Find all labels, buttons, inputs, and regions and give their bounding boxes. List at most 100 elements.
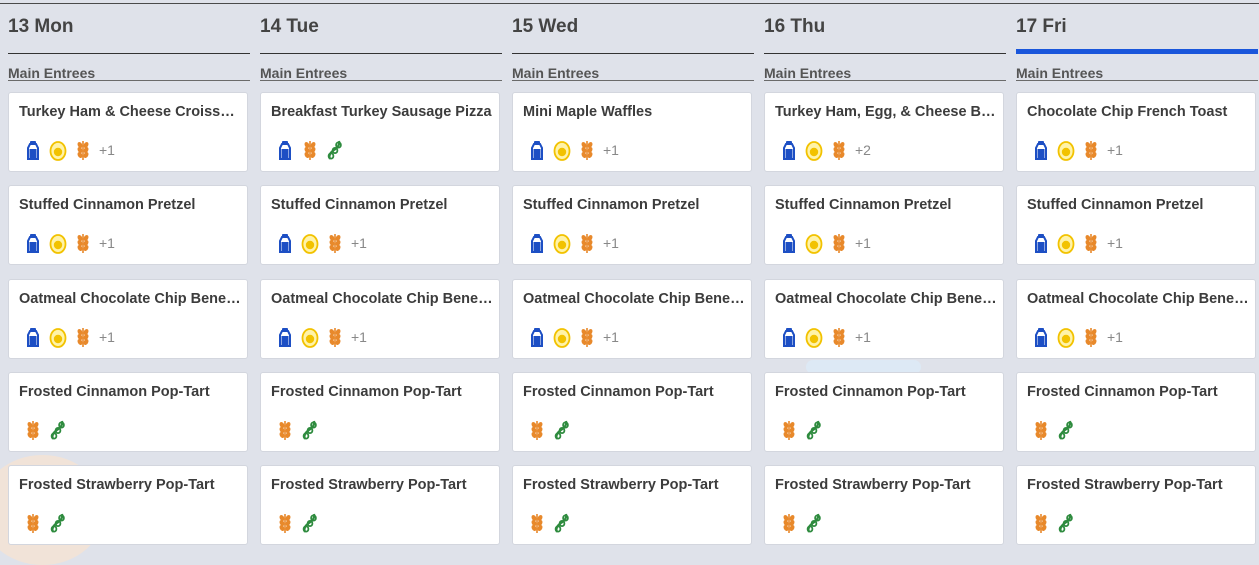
day-header[interactable]: 14 Tue: [260, 16, 319, 37]
wheat-icon: [577, 326, 596, 348]
allergen-icons: [1031, 419, 1075, 441]
wheat-icon: [325, 232, 344, 254]
allergen-icons: [527, 512, 571, 534]
egg-icon: [300, 232, 319, 254]
milk-icon: [275, 326, 294, 348]
allergen-icons: [779, 512, 823, 534]
allergen-icons: +1: [527, 326, 619, 348]
wheat-icon: [23, 419, 42, 441]
menu-item-title: Breakfast Turkey Sausage Pizza: [271, 104, 492, 120]
day-header[interactable]: 17 Fri: [1016, 16, 1067, 37]
allergen-icons: +1: [23, 232, 115, 254]
menu-item-card[interactable]: Stuffed Cinnamon Pretzel +1: [260, 185, 500, 265]
allergen-icons: +1: [275, 326, 367, 348]
soy-icon: [325, 139, 344, 161]
menu-item-card[interactable]: Oatmeal Chocolate Chip BeneFit Bar +1: [260, 279, 500, 359]
egg-icon: [1056, 326, 1075, 348]
menu-item-card[interactable]: Oatmeal Chocolate Chip BeneFit Bar +1: [512, 279, 752, 359]
milk-icon: [527, 232, 546, 254]
menu-item-card[interactable]: Frosted Cinnamon Pop-Tart: [512, 372, 752, 452]
menu-item-card[interactable]: Stuffed Cinnamon Pretzel +1: [512, 185, 752, 265]
egg-icon: [300, 326, 319, 348]
menu-item-title: Frosted Strawberry Pop-Tart: [523, 477, 719, 493]
menu-item-card[interactable]: Frosted Cinnamon Pop-Tart: [1016, 372, 1256, 452]
section-divider: [764, 80, 1006, 81]
allergen-icons: +1: [275, 232, 367, 254]
menu-item-card[interactable]: Frosted Strawberry Pop-Tart: [1016, 465, 1256, 545]
more-allergens-count: +1: [99, 142, 115, 158]
wheat-icon: [1081, 326, 1100, 348]
menu-item-title: Stuffed Cinnamon Pretzel: [1027, 197, 1204, 213]
wheat-icon: [577, 139, 596, 161]
wheat-icon: [325, 326, 344, 348]
menu-item-card[interactable]: Chocolate Chip French Toast +1: [1016, 92, 1256, 172]
wheat-icon: [1081, 232, 1100, 254]
day-header[interactable]: 15 Wed: [512, 16, 579, 37]
wheat-icon: [23, 512, 42, 534]
egg-icon: [552, 232, 571, 254]
menu-item-title: Frosted Cinnamon Pop-Tart: [775, 384, 966, 400]
menu-item-card[interactable]: Turkey Ham & Cheese Croissant +1: [8, 92, 248, 172]
allergen-icons: +2: [779, 139, 871, 161]
allergen-icons: +1: [527, 232, 619, 254]
milk-icon: [527, 326, 546, 348]
more-allergens-count: +1: [99, 235, 115, 251]
menu-item-card[interactable]: Stuffed Cinnamon Pretzel +1: [8, 185, 248, 265]
more-allergens-count: +1: [99, 329, 115, 345]
milk-icon: [779, 232, 798, 254]
menu-item-card[interactable]: Frosted Strawberry Pop-Tart: [764, 465, 1004, 545]
milk-icon: [1031, 139, 1050, 161]
milk-icon: [275, 232, 294, 254]
menu-item-title: Oatmeal Chocolate Chip BeneFit Bar: [523, 291, 745, 307]
menu-item-card[interactable]: Frosted Cinnamon Pop-Tart: [8, 372, 248, 452]
more-allergens-count: +1: [351, 329, 367, 345]
allergen-icons: [275, 139, 344, 161]
menu-item-card[interactable]: Oatmeal Chocolate Chip BeneFit Bar +1: [764, 279, 1004, 359]
wheat-icon: [527, 419, 546, 441]
menu-item-card[interactable]: Frosted Strawberry Pop-Tart: [512, 465, 752, 545]
section-divider: [1016, 80, 1258, 81]
egg-icon: [552, 326, 571, 348]
milk-icon: [779, 326, 798, 348]
menu-item-card[interactable]: Frosted Cinnamon Pop-Tart: [260, 372, 500, 452]
soy-icon: [1056, 512, 1075, 534]
more-allergens-count: +1: [1107, 329, 1123, 345]
menu-item-card[interactable]: Stuffed Cinnamon Pretzel +1: [1016, 185, 1256, 265]
more-allergens-count: +1: [855, 235, 871, 251]
menu-item-card[interactable]: Oatmeal Chocolate Chip BeneFit Bar +1: [1016, 279, 1256, 359]
allergen-icons: [527, 419, 571, 441]
section-label: Main Entrees: [764, 65, 852, 81]
menu-item-card[interactable]: Oatmeal Chocolate Chip BeneFit Bar +1: [8, 279, 248, 359]
allergen-icons: +1: [779, 232, 871, 254]
wheat-icon: [779, 419, 798, 441]
egg-icon: [804, 232, 823, 254]
menu-item-card[interactable]: Breakfast Turkey Sausage Pizza: [260, 92, 500, 172]
wheat-icon: [73, 326, 92, 348]
allergen-icons: +1: [23, 326, 115, 348]
menu-item-title: Frosted Cinnamon Pop-Tart: [1027, 384, 1218, 400]
menu-item-title: Turkey Ham & Cheese Croissant: [19, 104, 241, 120]
allergen-icons: +1: [23, 139, 115, 161]
menu-item-card[interactable]: Frosted Strawberry Pop-Tart: [8, 465, 248, 545]
day-header-divider: [512, 53, 754, 54]
menu-item-card[interactable]: Frosted Strawberry Pop-Tart: [260, 465, 500, 545]
day-header[interactable]: 16 Thu: [764, 16, 826, 37]
menu-item-card[interactable]: Frosted Cinnamon Pop-Tart: [764, 372, 1004, 452]
menu-item-card[interactable]: Turkey Ham, Egg, & Cheese Bagel +2: [764, 92, 1004, 172]
egg-icon: [48, 326, 67, 348]
section-label: Main Entrees: [1016, 65, 1104, 81]
allergen-icons: +1: [1031, 139, 1123, 161]
decorative-blob: [806, 360, 921, 374]
menu-item-card[interactable]: Stuffed Cinnamon Pretzel +1: [764, 185, 1004, 265]
wheat-icon: [829, 326, 848, 348]
day-header[interactable]: 13 Mon: [8, 16, 74, 37]
menu-item-card[interactable]: Mini Maple Waffles +1: [512, 92, 752, 172]
menu-item-title: Frosted Cinnamon Pop-Tart: [523, 384, 714, 400]
milk-icon: [23, 326, 42, 348]
active-day-indicator: [1016, 49, 1258, 54]
soy-icon: [804, 512, 823, 534]
allergen-icons: [779, 419, 823, 441]
more-allergens-count: +1: [855, 329, 871, 345]
allergen-icons: [23, 419, 67, 441]
soy-icon: [48, 512, 67, 534]
